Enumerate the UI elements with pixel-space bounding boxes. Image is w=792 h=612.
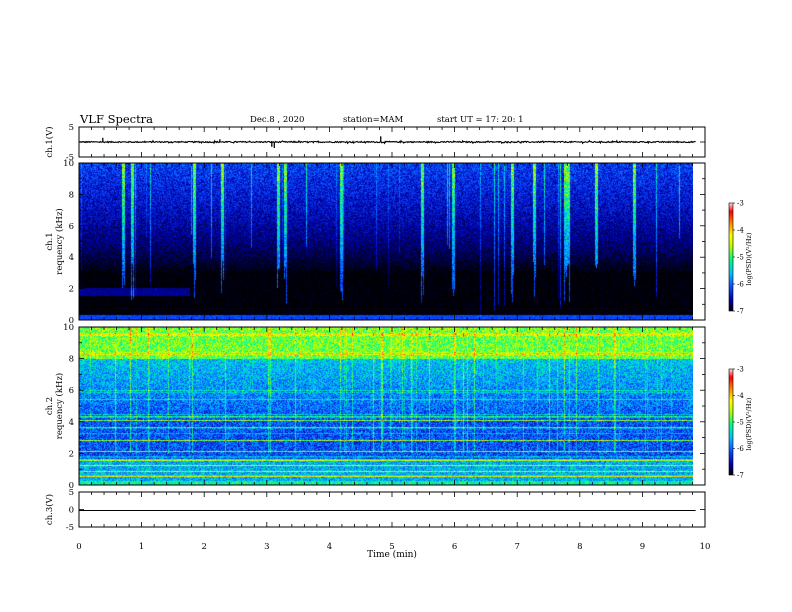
x-tick-label: 10 xyxy=(700,542,711,552)
y-tick-label: 6 xyxy=(69,386,74,396)
x-tick-label: 3 xyxy=(264,542,269,552)
colorbar-tick-label: -3 xyxy=(737,200,744,208)
x-tick-label: 0 xyxy=(76,542,81,552)
y-tick-label: 5 xyxy=(69,488,74,498)
colorbar-label: log(PSD)(V²/Hz) xyxy=(745,397,753,450)
y-axis-label-channel: ch.1 xyxy=(45,232,55,250)
colorbar-tick-label: -7 xyxy=(737,308,744,316)
date-label: Dec.8 , 2020 xyxy=(250,115,305,125)
colorbar-tick-label: -4 xyxy=(737,392,744,400)
y-axis-label-frequency: requency (kHz) xyxy=(54,373,65,439)
y-tick-label: 4 xyxy=(69,418,74,428)
y-axis-label: ch.2 requency (kHz) xyxy=(45,373,65,439)
x-tick-label: 6 xyxy=(452,542,457,552)
y-tick-label: 0 xyxy=(69,481,74,491)
colorbar-label-text: log(PSD)(V²/Hz) xyxy=(745,397,753,450)
x-tick-label: 1 xyxy=(139,542,144,552)
y-axis-label-text: ch.3(V) xyxy=(44,494,55,525)
ch1-waveform-trace xyxy=(79,139,696,145)
colorbar-tick-label: -5 xyxy=(737,419,744,427)
chart-title: VLF Spectra xyxy=(80,112,154,126)
colorbar-tick-label: -4 xyxy=(737,227,744,235)
ch2-spectrogram-image xyxy=(79,327,693,485)
y-tick-label: 2 xyxy=(69,449,74,459)
colorbar-label-text: log(PSD)(V²/Hz) xyxy=(745,232,753,285)
x-tick-label: 5 xyxy=(389,542,394,552)
y-axis-label: ch.1 requency (kHz) xyxy=(45,208,65,274)
y-tick-label: 10 xyxy=(63,323,74,333)
y-tick-label: 5 xyxy=(69,123,74,133)
y-axis-label: ch.3(V) xyxy=(44,494,55,525)
colorbar-tick-label: -7 xyxy=(737,472,744,480)
y-axis-label-frequency: requency (kHz) xyxy=(54,208,65,274)
x-tick-label: 8 xyxy=(577,542,582,552)
start-time-label: start UT = 17: 20: 1 xyxy=(437,115,524,125)
y-axis-label: ch.1(V) xyxy=(44,126,55,157)
y-tick-label: 8 xyxy=(69,190,74,200)
x-tick-label: 9 xyxy=(640,542,645,552)
station-label: station=MAM xyxy=(343,115,404,125)
colorbar xyxy=(728,202,734,312)
y-tick-label: -5 xyxy=(66,153,74,163)
y-tick-label: 0 xyxy=(69,316,74,326)
colorbar-tick-label: -6 xyxy=(737,445,744,453)
ch1-spectrogram-image xyxy=(79,163,693,320)
y-tick-label: 4 xyxy=(69,253,74,263)
y-axis-label-text: ch.1(V) xyxy=(44,126,55,157)
x-axis-label: Time (min) xyxy=(367,549,417,560)
y-axis-label-channel: ch.2 xyxy=(45,397,55,415)
x-tick-label: 7 xyxy=(514,542,519,552)
x-tick-label: 2 xyxy=(201,542,206,552)
y-tick-label: 10 xyxy=(63,159,74,169)
colorbar-tick-label: -6 xyxy=(737,281,744,289)
y-tick-label: -5 xyxy=(66,523,74,533)
colorbar-tick-label: -5 xyxy=(737,254,744,262)
y-tick-label: 8 xyxy=(69,355,74,365)
colorbar xyxy=(728,368,734,476)
colorbar-tick-label: -3 xyxy=(737,366,744,374)
colorbar-label: log(PSD)(V²/Hz) xyxy=(745,232,753,285)
y-tick-label: 6 xyxy=(69,222,74,232)
panel-frame xyxy=(78,491,706,528)
y-tick-label: 2 xyxy=(69,285,74,295)
x-tick-label: 4 xyxy=(327,542,332,552)
y-tick-label: 0 xyxy=(69,506,74,516)
